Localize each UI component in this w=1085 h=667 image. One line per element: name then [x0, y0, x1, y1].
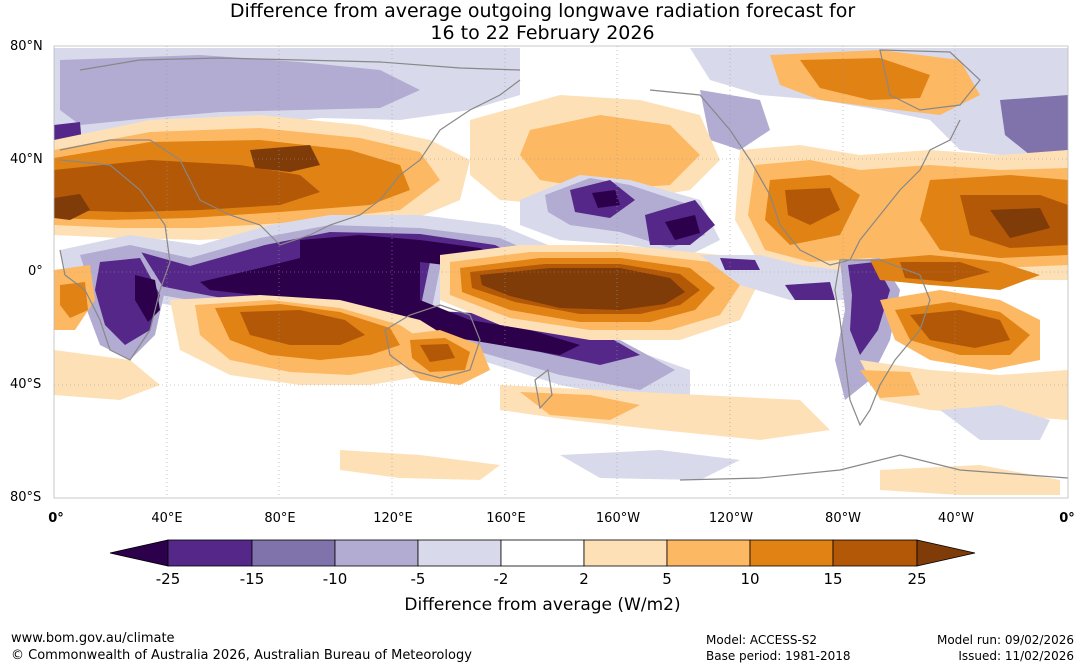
anomaly-patch-south-light-b [340, 450, 500, 480]
chart-title-line-2: 16 to 22 February 2026 [430, 22, 655, 44]
colorbar-segment-pos-15-25 [832, 539, 918, 567]
footer-issued: Issued: 11/02/2026 [958, 649, 1074, 663]
colorbar-tick--25: -25 [155, 570, 181, 588]
anomaly-patch-spacific-mid [520, 392, 640, 420]
colorbar-segment-neg-5-2 [417, 539, 502, 567]
colorbar-tick--5: -5 [410, 570, 426, 588]
colorbar-tick--10: -10 [322, 570, 348, 588]
lon-label-120w: 120°W [708, 511, 754, 526]
lon-label-160e: 160°E [486, 511, 526, 526]
colorbar-tick-5: 5 [662, 570, 672, 588]
anomaly-patch-arctic-west-mid [60, 55, 420, 125]
anomaly-patch-africa-pos-strong [60, 282, 88, 318]
anomaly-patch-npacific-neg-core-a [592, 190, 620, 208]
coastline-eurasia [59, 79, 521, 246]
anomaly-patch-arctic-east-mid [700, 90, 770, 150]
colorbar-tick-10: 10 [740, 570, 760, 588]
coastline-africa [59, 159, 171, 361]
anomaly-patch-epacific-neg-strong-b [785, 282, 835, 300]
anomaly-patch-cpacific-max [480, 268, 685, 310]
footer-copyright: © Commonwealth of Australia 2026, Austra… [11, 648, 472, 663]
lat-label-40s: 40°S [10, 377, 42, 392]
anomaly-patch-sindian-vstrong [240, 310, 365, 345]
colorbar-segment-pos-5-10 [666, 539, 751, 567]
colorbar-arrow-right [916, 539, 976, 567]
graticule [54, 46, 1068, 498]
anomaly-patch-satlantic-mid [860, 370, 920, 398]
coastline-siberia [79, 57, 521, 71]
coastline-antarctica [679, 454, 1068, 481]
footer-base-period: Base period: 1981-2018 [706, 649, 851, 663]
anomaly-patch-atlantic-max [990, 208, 1050, 238]
lat-label-80n: 80°N [10, 39, 43, 54]
lon-label-160w: 160°W [595, 511, 641, 526]
colorbar-tick--15: -15 [239, 570, 265, 588]
anomaly-patch-central-asia-max [250, 145, 320, 172]
anomaly-patch-africa-neg-core [135, 275, 160, 322]
footer-website: www.bom.gov.au/climate [11, 631, 175, 646]
anomaly-patch-antarctic-neg-a [940, 405, 1050, 440]
colorbar-segment-pos-10-15 [749, 539, 834, 567]
anomaly-patch-greenland-strong [800, 58, 930, 100]
coastlines [59, 49, 1068, 481]
colorbar-segment-pos-2-5 [583, 539, 668, 567]
colorbar-tick-2: 2 [579, 570, 589, 588]
anomaly-patch-ne-atlantic [1000, 95, 1068, 155]
colorbar-title: Difference from average (W/m2) [404, 595, 681, 615]
lat-label-80s: 80°S [10, 490, 42, 505]
anomaly-patch-australia-vstrong [420, 344, 455, 362]
anomaly-patch-antarctic-neg-b [560, 450, 740, 480]
lon-label-0-east: 0° [1059, 511, 1075, 526]
lon-label-80w: 80°W [825, 511, 861, 526]
lon-label-120e: 120°E [373, 511, 413, 526]
chart-title-line-1: Difference from average outgoing longwav… [229, 0, 856, 22]
anomaly-field [54, 48, 1068, 495]
lon-label-40w: 40°W [938, 511, 974, 526]
anomaly-patch-npacific-mid [520, 115, 700, 190]
anomaly-patch-npacific-neg-core-b [665, 215, 700, 240]
coastline-australia [384, 304, 481, 379]
colorbar-segment-neutral [500, 539, 585, 567]
map-frame [53, 45, 1069, 499]
colorbar-segment-neg-25-15 [167, 539, 253, 567]
anomaly-patch-samerica-pos-north-strong [900, 262, 990, 282]
colorbar-tick-25: 25 [907, 570, 927, 588]
colorbar-segment-neg-15-10 [251, 539, 336, 567]
colorbar-arrow-left [109, 539, 169, 567]
anomaly-patch-eurasia-max [54, 194, 90, 220]
lon-label-40e: 40°E [151, 511, 183, 526]
coastline-south-america [834, 259, 931, 427]
anomaly-patch-samerica-neg-strong [848, 262, 890, 355]
anomaly-patch-namerica-vstrong [785, 188, 840, 225]
coastline-new-zealand [534, 368, 553, 410]
lat-label-40n: 40°N [10, 152, 43, 167]
anomaly-patch-samerica-pos-vstrong [910, 310, 1010, 348]
colorbar-tick--2: -2 [493, 570, 509, 588]
colorbar-tick-15: 15 [823, 570, 843, 588]
colorbar-segment-neg-10-5 [334, 539, 419, 567]
coastline-greenland [879, 49, 981, 111]
lon-label-0-west: 0° [48, 511, 64, 526]
footer-model-run: Model run: 09/02/2026 [936, 633, 1074, 647]
anomaly-patch-south-light-c [880, 465, 1060, 495]
lat-label-equator: 0° [28, 264, 43, 279]
anomaly-patch-satlantic-light [860, 360, 1068, 420]
anomaly-patch-south-light-a [54, 350, 160, 400]
lon-label-80e: 80°E [264, 511, 296, 526]
footer-model: Model: ACCESS-S2 [706, 633, 818, 647]
